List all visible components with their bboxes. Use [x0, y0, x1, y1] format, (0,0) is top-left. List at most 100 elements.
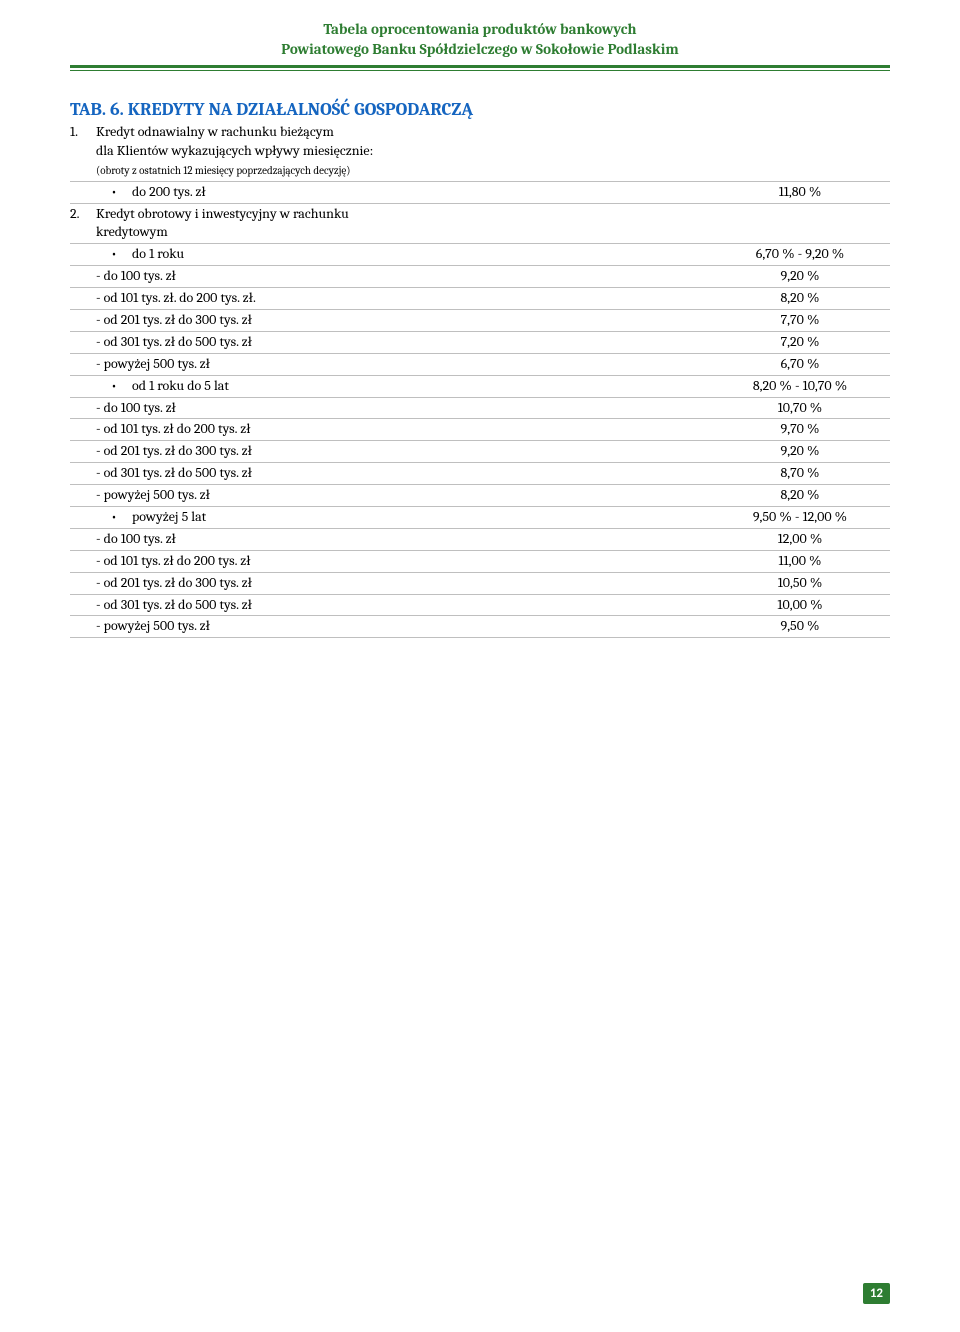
- row-label-text: powyżej 5 lat: [132, 508, 206, 525]
- table-row: - od 101 tys. zł do 200 tys. zł11,00 %: [70, 550, 890, 572]
- row-label: •od 1 roku do 5 lat: [96, 375, 710, 397]
- row-number: [70, 463, 96, 485]
- row-value: [710, 203, 890, 244]
- table-row: •powyżej 5 lat9,50 % - 12,00 %: [70, 507, 890, 529]
- table-row: •do 1 roku6,70 % - 9,20 %: [70, 244, 890, 266]
- row-value: 10,70 %: [710, 397, 890, 419]
- table-row: •do 200 tys. zł11,80 %: [70, 181, 890, 203]
- row-number: [70, 550, 96, 572]
- bullet-icon: •: [96, 245, 132, 264]
- table-row: - do 100 tys. zł10,70 %: [70, 397, 890, 419]
- table-row: - od 101 tys. zł. do 200 tys. zł.8,20 %: [70, 288, 890, 310]
- row-value: 6,70 % - 9,20 %: [710, 244, 890, 266]
- row-label: - do 100 tys. zł: [96, 266, 710, 288]
- row-value: [710, 122, 890, 181]
- row-label: - od 101 tys. zł. do 200 tys. zł.: [96, 288, 710, 310]
- section-title: TAB. 6. KREDYTY NA DZIAŁALNOŚĆ GOSPODARC…: [70, 99, 890, 120]
- row-value: 8,70 %: [710, 463, 890, 485]
- row-number: [70, 594, 96, 616]
- document-header: Tabela oprocentowania produktów bankowyc…: [70, 20, 890, 59]
- row-number: [70, 528, 96, 550]
- row-number: [70, 375, 96, 397]
- row-label: •powyżej 5 lat: [96, 507, 710, 529]
- row-number: [70, 441, 96, 463]
- row-label: - powyżej 500 tys. zł: [96, 485, 710, 507]
- row-number: [70, 507, 96, 529]
- row-label: - od 301 tys. zł do 500 tys. zł: [96, 331, 710, 353]
- row-label: - do 100 tys. zł: [96, 528, 710, 550]
- row-value: 7,20 %: [710, 331, 890, 353]
- row-number: [70, 288, 96, 310]
- row-value: 11,80 %: [710, 181, 890, 203]
- row-value: 7,70 %: [710, 310, 890, 332]
- header-line-1: Tabela oprocentowania produktów bankowyc…: [70, 20, 890, 40]
- row-fine-print: (obroty z ostatnich 12 miesięcy poprzedz…: [96, 164, 350, 177]
- table-row: •od 1 roku do 5 lat8,20 % - 10,70 %: [70, 375, 890, 397]
- table-row: - od 301 tys. zł do 500 tys. zł8,70 %: [70, 463, 890, 485]
- row-value: 8,20 % - 10,70 %: [710, 375, 890, 397]
- table-row: 1.Kredyt odnawialny w rachunku bieżącymd…: [70, 122, 890, 181]
- row-label: - od 201 tys. zł do 300 tys. zł: [96, 310, 710, 332]
- table-row: - od 201 tys. zł do 300 tys. zł10,50 %: [70, 572, 890, 594]
- row-label: - powyżej 500 tys. zł: [96, 616, 710, 638]
- row-number: 1.: [70, 122, 96, 181]
- row-label-text: od 1 roku do 5 lat: [132, 377, 229, 394]
- row-label: - od 201 tys. zł do 300 tys. zł: [96, 572, 710, 594]
- table-row: - do 100 tys. zł12,00 %: [70, 528, 890, 550]
- header-line-2: Powiatowego Banku Spółdzielczego w Sokoł…: [70, 40, 890, 60]
- table-row: - od 301 tys. zł do 500 tys. zł7,20 %: [70, 331, 890, 353]
- row-value: 10,50 %: [710, 572, 890, 594]
- row-label: - od 101 tys. zł do 200 tys. zł: [96, 550, 710, 572]
- row-label: Kredyt odnawialny w rachunku bieżącymdla…: [96, 122, 710, 181]
- bullet-icon: •: [96, 377, 132, 396]
- row-number: [70, 353, 96, 375]
- row-number: [70, 616, 96, 638]
- header-rule: [70, 65, 890, 71]
- row-label-text: do 200 tys. zł: [132, 183, 206, 200]
- row-number: [70, 419, 96, 441]
- page-number-badge: 12: [863, 1283, 890, 1304]
- row-label: - od 301 tys. zł do 500 tys. zł: [96, 463, 710, 485]
- table-row: - do 100 tys. zł9,20 %: [70, 266, 890, 288]
- table-row: - od 201 tys. zł do 300 tys. zł9,20 %: [70, 441, 890, 463]
- row-number: [70, 331, 96, 353]
- row-number: [70, 266, 96, 288]
- bullet-icon: •: [96, 183, 132, 202]
- row-label: - od 301 tys. zł do 500 tys. zł: [96, 594, 710, 616]
- row-number: [70, 310, 96, 332]
- row-label: •do 1 roku: [96, 244, 710, 266]
- row-number: [70, 485, 96, 507]
- table-row: - powyżej 500 tys. zł8,20 %: [70, 485, 890, 507]
- row-number: [70, 181, 96, 203]
- row-label: - od 101 tys. zł do 200 tys. zł: [96, 419, 710, 441]
- row-number: [70, 244, 96, 266]
- row-label-text: do 1 roku: [132, 245, 184, 262]
- row-number: [70, 572, 96, 594]
- row-value: 9,50 %: [710, 616, 890, 638]
- table-row: - od 101 tys. zł do 200 tys. zł9,70 %: [70, 419, 890, 441]
- table-row: - powyżej 500 tys. zł9,50 %: [70, 616, 890, 638]
- bullet-icon: •: [96, 508, 132, 527]
- table-row: 2.Kredyt obrotowy i inwestycyjny w rachu…: [70, 203, 890, 244]
- row-value: 8,20 %: [710, 485, 890, 507]
- row-value: 9,20 %: [710, 441, 890, 463]
- row-value: 12,00 %: [710, 528, 890, 550]
- table-row: - powyżej 500 tys. zł6,70 %: [70, 353, 890, 375]
- row-value: 6,70 %: [710, 353, 890, 375]
- row-value: 9,50 % - 12,00 %: [710, 507, 890, 529]
- row-number: [70, 397, 96, 419]
- row-value: 11,00 %: [710, 550, 890, 572]
- row-number: 2.: [70, 203, 96, 244]
- table-row: - od 201 tys. zł do 300 tys. zł7,70 %: [70, 310, 890, 332]
- row-value: 8,20 %: [710, 288, 890, 310]
- row-label: - powyżej 500 tys. zł: [96, 353, 710, 375]
- row-value: 9,20 %: [710, 266, 890, 288]
- row-label: Kredyt obrotowy i inwestycyjny w rachunk…: [96, 203, 710, 244]
- row-value: 10,00 %: [710, 594, 890, 616]
- rates-table: 1.Kredyt odnawialny w rachunku bieżącymd…: [70, 122, 890, 638]
- row-label: - do 100 tys. zł: [96, 397, 710, 419]
- row-value: 9,70 %: [710, 419, 890, 441]
- row-label: - od 201 tys. zł do 300 tys. zł: [96, 441, 710, 463]
- row-label: •do 200 tys. zł: [96, 181, 710, 203]
- table-row: - od 301 tys. zł do 500 tys. zł10,00 %: [70, 594, 890, 616]
